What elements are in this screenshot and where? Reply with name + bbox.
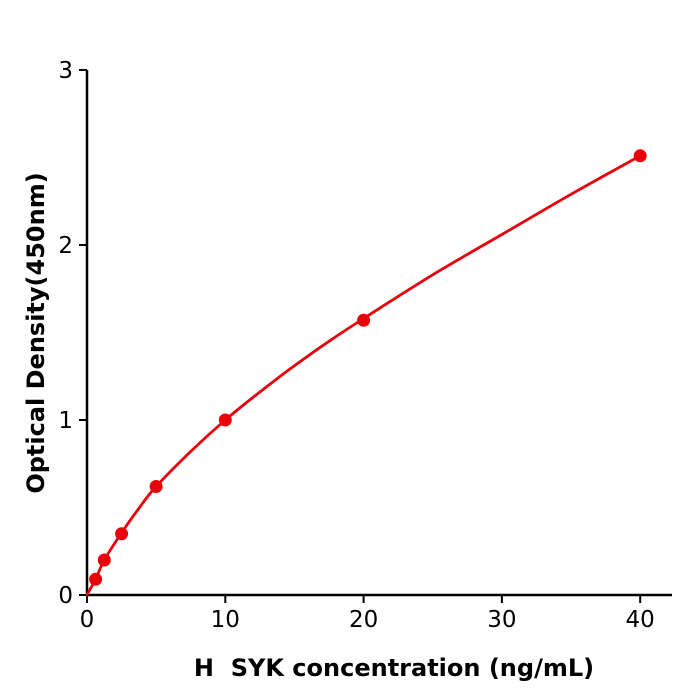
data-points <box>89 149 647 586</box>
x-axis-title: H SYK concentration (ng/mL) <box>194 654 594 682</box>
y-tick-label: 1 <box>58 408 73 434</box>
y-tick-label: 2 <box>58 233 73 259</box>
data-point <box>633 149 647 163</box>
data-point <box>218 413 232 427</box>
data-point <box>97 553 111 567</box>
data-point <box>89 572 103 586</box>
y-axis-title: Optical Density(450nm) <box>22 172 50 493</box>
x-tick-label: 20 <box>349 607 378 633</box>
data-point <box>149 480 163 493</box>
data-point <box>357 313 371 327</box>
y-tick-label: 3 <box>58 58 73 84</box>
y-tick-label: 0 <box>58 583 73 609</box>
x-tick-label: 0 <box>80 607 95 633</box>
fit-curve-line <box>85 154 642 597</box>
x-tick-label: 30 <box>487 607 516 633</box>
data-point <box>115 527 129 541</box>
x-tick-label: 40 <box>626 607 655 633</box>
x-tick-label: 10 <box>211 607 240 633</box>
